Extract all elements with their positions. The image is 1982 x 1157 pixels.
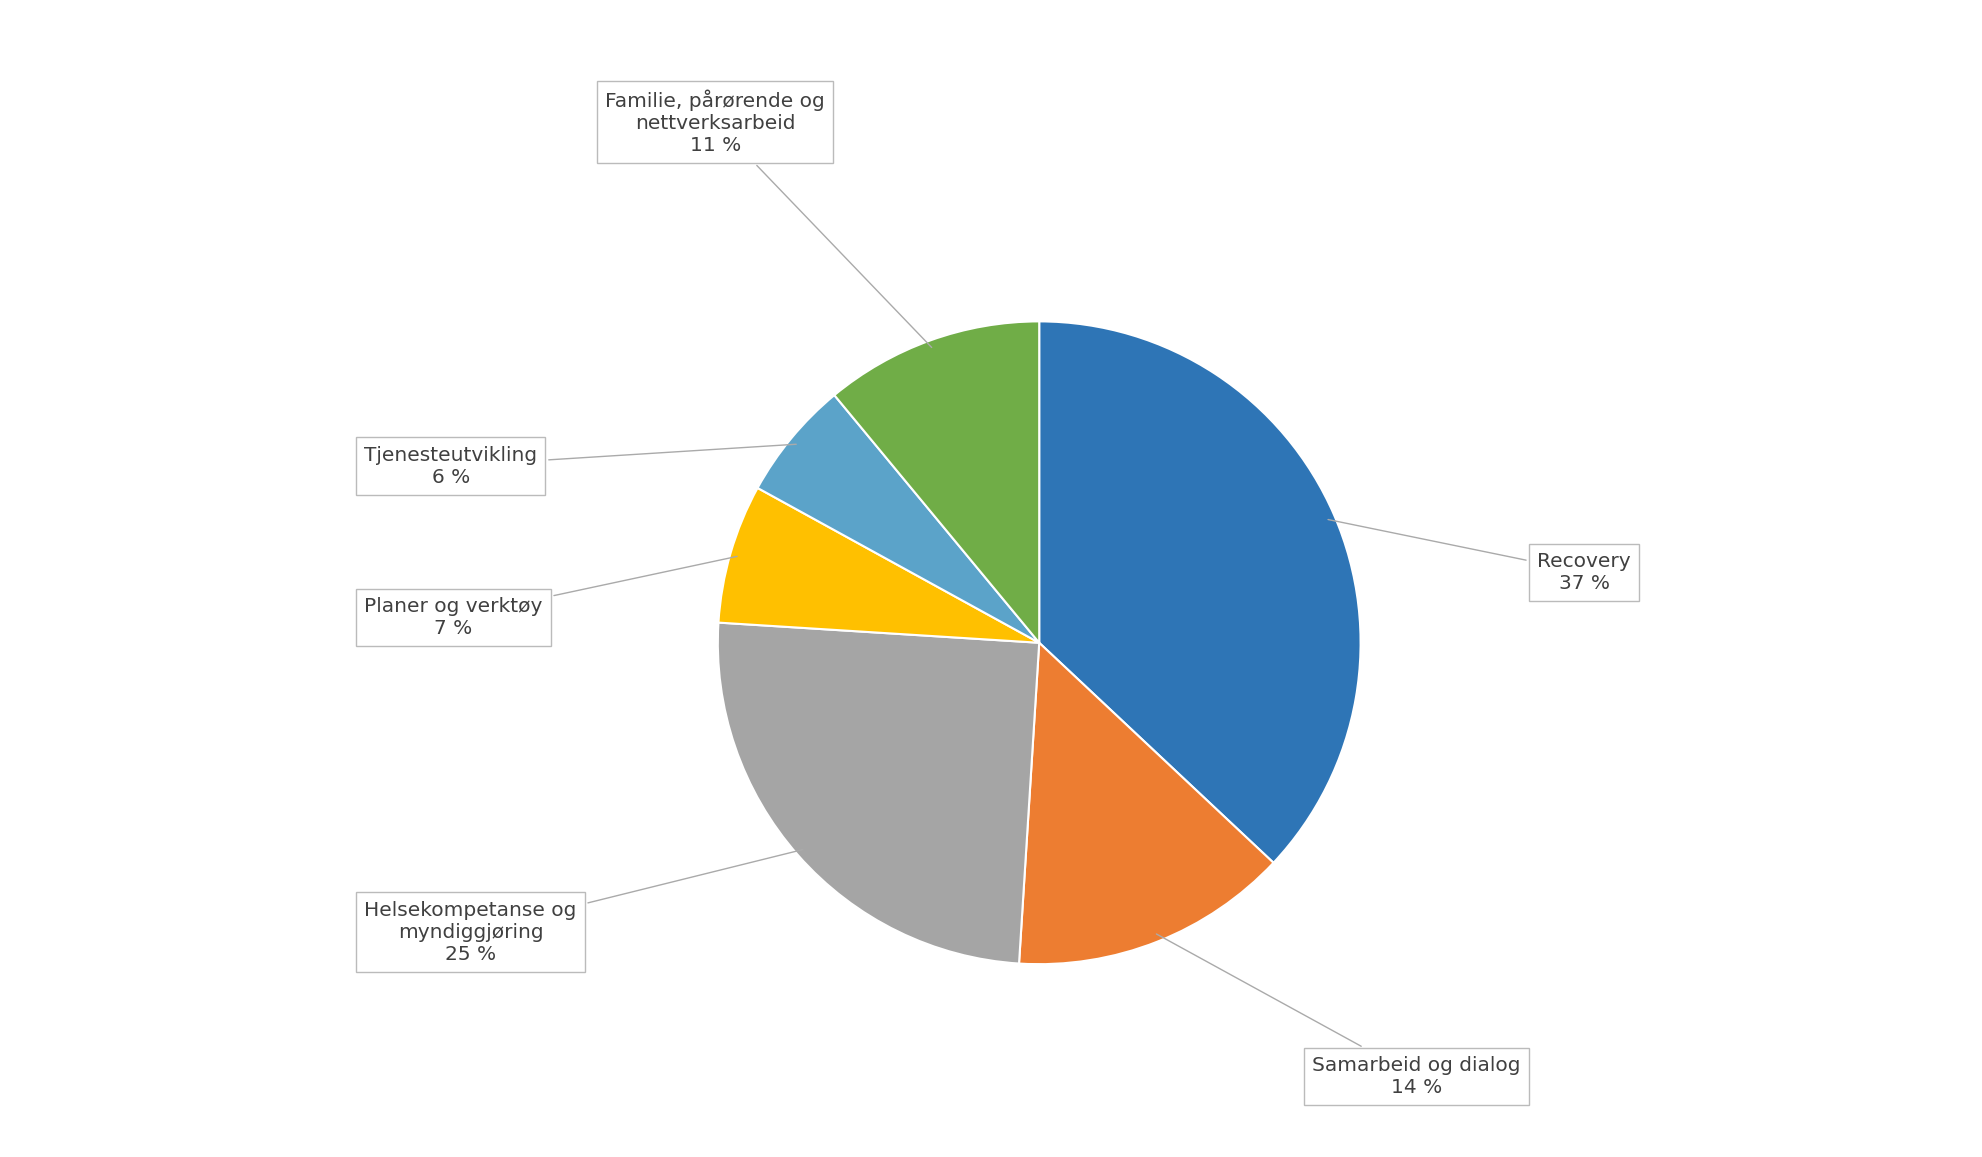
Text: Tjenesteutvikling
6 %: Tjenesteutvikling 6 % [365, 444, 797, 486]
Wedge shape [1039, 322, 1360, 863]
Text: Recovery
37 %: Recovery 37 % [1328, 519, 1631, 592]
Text: Samarbeid og dialog
14 %: Samarbeid og dialog 14 % [1156, 934, 1520, 1097]
Text: Helsekompetanse og
myndiggjøring
25 %: Helsekompetanse og myndiggjøring 25 % [365, 849, 803, 964]
Wedge shape [1019, 643, 1274, 964]
Wedge shape [717, 488, 1039, 643]
Text: Familie, pårørende og
nettverksarbeid
11 %: Familie, pårørende og nettverksarbeid 11… [605, 89, 932, 347]
Wedge shape [757, 396, 1039, 643]
Wedge shape [717, 622, 1039, 964]
Wedge shape [834, 322, 1039, 643]
Text: Planer og verktøy
7 %: Planer og verktøy 7 % [365, 557, 737, 638]
